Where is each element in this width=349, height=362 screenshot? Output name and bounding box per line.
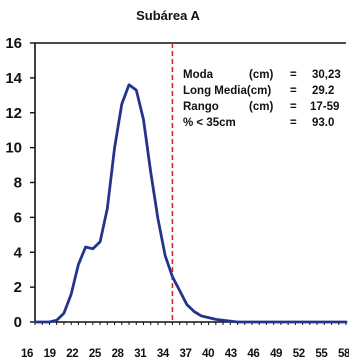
annotation-pct-label: % < 35cm: [183, 117, 236, 129]
annotation-mode-eq: =: [290, 69, 297, 81]
x-tick-label: 37: [180, 348, 192, 360]
y-tick-label: 4: [14, 244, 23, 261]
y-tick-label: 0: [14, 314, 22, 331]
annotation-mean-label: Long Media(cm): [183, 85, 271, 97]
series-line: [33, 83, 348, 324]
annotation-range-unit: (cm): [249, 101, 273, 113]
y-tick-label: 2: [14, 279, 22, 296]
annotation-pct-eq: =: [290, 117, 297, 129]
y-tick-label: 14: [5, 70, 22, 87]
annotation-mode-unit: (cm): [249, 69, 273, 81]
annotation-range-eq: =: [290, 101, 297, 113]
x-tick-label: 52: [293, 348, 305, 360]
x-tick-label: 55: [315, 348, 328, 360]
x-tick-label: 43: [225, 348, 237, 360]
annotation-pct-value: 93.0: [312, 117, 334, 129]
y-tick-label: 10: [5, 140, 22, 157]
x-tick-label: 34: [157, 348, 170, 360]
y-axis: 0 2 4 6 8 10 12 14 16: [5, 35, 346, 331]
x-tick-label: 28: [112, 348, 125, 360]
y-tick-label: 8: [14, 175, 22, 192]
x-tick-label: 22: [66, 348, 78, 360]
x-tick-label: 31: [134, 348, 147, 360]
x-tick-label: 16: [21, 348, 33, 360]
x-tick-label: 49: [270, 348, 282, 360]
annotation-range-label: Rango: [183, 101, 219, 113]
y-tick-label: 6: [14, 209, 22, 226]
annotation-box: Moda (cm) = 30,23 Long Media(cm) = 29.2 …: [183, 69, 341, 129]
series-group: [33, 83, 348, 324]
annotation-mode-label: Moda: [183, 69, 214, 81]
y-tick-label: 16: [5, 35, 22, 52]
x-tick-label: 19: [44, 348, 56, 360]
chart-title: Subárea A: [136, 8, 200, 23]
x-tick-label: 46: [247, 348, 259, 360]
y-tick-label: 12: [5, 105, 22, 122]
annotation-mode-value: 30,23: [312, 69, 341, 81]
x-axis: 16 19 22 25 28 31 34 37 40 43 46 49 52 55 58: [21, 321, 349, 360]
annotation-mean-eq: =: [290, 85, 297, 97]
annotation-mean-value: 29.2: [312, 85, 334, 97]
x-tick-label: 58: [338, 348, 349, 360]
x-tick-label: 25: [89, 348, 102, 360]
x-tick-label: 40: [202, 348, 214, 360]
annotation-range-value: 17-59: [310, 101, 339, 113]
